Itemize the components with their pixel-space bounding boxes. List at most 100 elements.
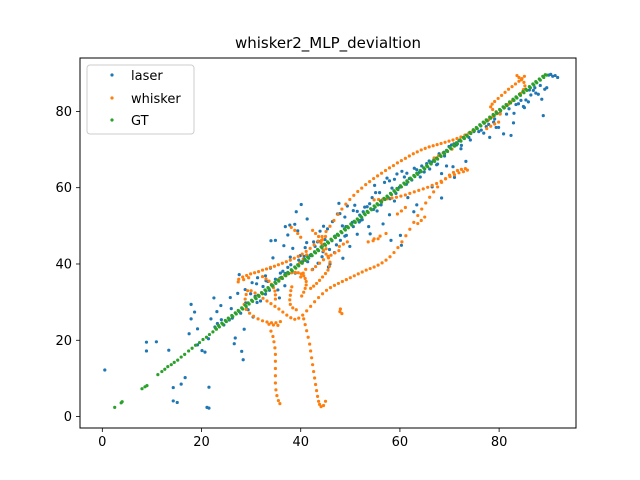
point-whisker	[384, 231, 388, 236]
point-gt	[160, 369, 164, 374]
point-whisker	[320, 234, 324, 239]
point-laser	[444, 164, 449, 168]
point-gt	[388, 191, 393, 196]
point-whisker	[376, 263, 380, 267]
point-gt	[369, 207, 373, 211]
point-laser	[375, 209, 379, 213]
series-layer	[103, 72, 560, 410]
point-whisker	[400, 240, 404, 244]
point-laser	[232, 342, 236, 346]
point-laser	[219, 318, 223, 322]
point-whisker	[372, 265, 376, 269]
point-gt	[444, 148, 449, 152]
point-laser	[381, 222, 385, 226]
point-gt	[220, 321, 224, 325]
point-laser	[373, 183, 377, 187]
point-whisker	[380, 261, 384, 265]
point-laser	[343, 215, 347, 219]
point-laser	[507, 107, 511, 111]
point-whisker	[404, 234, 408, 238]
legend-label-laser: laser	[131, 69, 163, 84]
point-gt	[169, 363, 173, 367]
point-whisker	[310, 356, 314, 360]
point-whisker	[493, 122, 497, 126]
point-laser	[477, 130, 481, 134]
point-laser	[497, 125, 501, 130]
point-whisker	[489, 124, 493, 128]
point-whisker	[317, 278, 322, 282]
point-laser	[278, 271, 282, 275]
point-laser	[464, 159, 468, 163]
point-whisker	[323, 271, 328, 276]
point-whisker	[317, 402, 322, 406]
point-laser	[353, 203, 357, 207]
point-gt	[359, 214, 363, 218]
point-gt	[233, 311, 237, 315]
point-whisker	[305, 309, 309, 313]
point-laser	[405, 171, 409, 175]
point-whisker	[305, 329, 309, 333]
point-whisker	[383, 168, 388, 173]
x-tick-label: 80	[491, 435, 508, 450]
point-laser	[212, 296, 216, 300]
point-whisker	[396, 245, 400, 250]
point-laser	[355, 209, 359, 213]
point-whisker	[252, 314, 256, 318]
point-whisker	[317, 261, 322, 265]
point-laser	[250, 281, 254, 285]
point-gt	[332, 234, 337, 239]
point-laser	[398, 233, 403, 237]
point-laser	[412, 210, 416, 214]
point-gt	[422, 166, 426, 170]
point-whisker	[415, 150, 419, 154]
point-whisker	[340, 207, 344, 211]
point-laser	[277, 296, 281, 300]
point-whisker	[496, 96, 500, 101]
y-tick-label: 80	[55, 105, 72, 120]
point-whisker	[376, 237, 380, 241]
point-laser	[302, 254, 306, 258]
point-whisker	[513, 82, 518, 86]
point-whisker	[419, 148, 423, 152]
axis-ticks: 0 20 40 60 80 0 20 40 60 80	[55, 105, 507, 450]
point-laser	[420, 164, 424, 168]
point-whisker	[304, 283, 308, 287]
point-laser	[549, 72, 553, 76]
point-whisker	[293, 317, 297, 321]
point-laser	[305, 241, 309, 245]
point-whisker	[273, 374, 278, 378]
point-whisker	[304, 249, 308, 253]
point-gt	[243, 303, 247, 307]
point-gt	[428, 161, 432, 165]
point-gt	[402, 181, 406, 185]
point-gt	[415, 171, 419, 175]
point-whisker	[332, 283, 337, 287]
point-whisker	[269, 329, 273, 333]
point-whisker	[309, 286, 313, 290]
point-laser	[344, 233, 348, 237]
point-whisker	[338, 310, 342, 314]
point-laser	[341, 256, 345, 260]
point-whisker	[294, 308, 298, 312]
point-gt	[474, 125, 478, 130]
point-laser	[522, 105, 527, 110]
point-whisker	[324, 252, 328, 256]
point-gt	[283, 273, 287, 277]
point-whisker	[392, 250, 396, 255]
point-laser	[286, 233, 290, 237]
point-gt	[378, 199, 383, 203]
point-laser	[439, 196, 444, 200]
point-whisker	[321, 249, 326, 253]
point-whisker	[399, 194, 403, 198]
point-laser	[207, 406, 211, 410]
point-whisker	[303, 323, 307, 327]
point-laser	[209, 317, 213, 321]
point-whisker	[269, 302, 273, 306]
point-gt	[250, 298, 254, 302]
point-whisker	[411, 152, 415, 156]
point-gt	[172, 360, 176, 364]
chart-title: whisker2_MLP_devialtion	[235, 34, 421, 53]
point-gt	[464, 133, 468, 137]
point-gt	[392, 189, 396, 193]
point-gt	[211, 330, 215, 334]
